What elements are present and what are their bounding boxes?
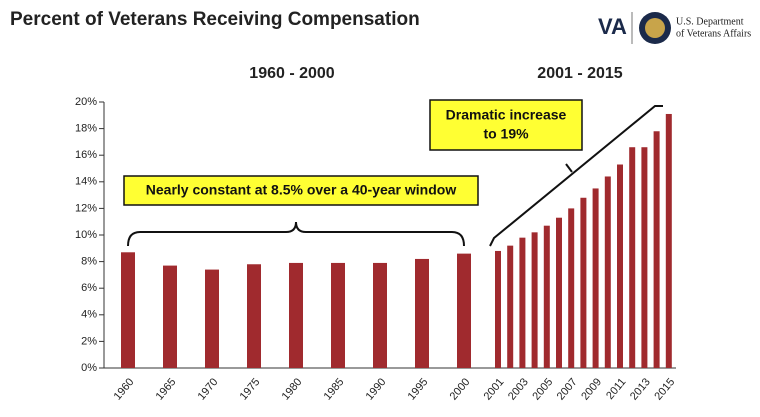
bar bbox=[457, 253, 471, 368]
annotation-box bbox=[429, 99, 583, 151]
x-tick-label: 2000 bbox=[448, 376, 473, 402]
bar bbox=[205, 269, 219, 368]
bar bbox=[629, 147, 636, 368]
x-tick-label: 1990 bbox=[364, 376, 389, 402]
x-tick-label: 1970 bbox=[196, 376, 221, 402]
period-label: 2001 - 2015 bbox=[537, 65, 623, 82]
period-label: 1960 - 2000 bbox=[249, 65, 335, 82]
logo-abbr: VA bbox=[598, 14, 627, 39]
bracket bbox=[489, 105, 663, 247]
y-tick-label: 2% bbox=[81, 335, 97, 347]
x-tick-label: 1975 bbox=[238, 376, 263, 402]
y-tick-label: 6% bbox=[81, 282, 97, 294]
x-tick-label: 1995 bbox=[406, 376, 431, 402]
logo-line: U.S. Department bbox=[676, 16, 744, 27]
y-tick-label: 18% bbox=[75, 123, 97, 135]
y-tick-label: 20% bbox=[75, 96, 97, 108]
bar bbox=[592, 188, 599, 368]
bar bbox=[556, 217, 562, 368]
x-tick-label: 1985 bbox=[322, 376, 347, 402]
bar bbox=[373, 262, 387, 368]
y-tick-label: 4% bbox=[81, 309, 97, 321]
x-tick-label: 2003 bbox=[506, 376, 531, 402]
y-tick-label: 16% bbox=[75, 149, 97, 161]
annotation: Nearly constant at 8.5% over a 40-year w… bbox=[146, 182, 457, 198]
x-tick-label: 2005 bbox=[530, 376, 555, 402]
y-tick-label: 0% bbox=[81, 362, 97, 374]
bar bbox=[604, 176, 611, 368]
bar bbox=[247, 264, 261, 368]
y-tick-label: 12% bbox=[75, 202, 97, 214]
bar bbox=[568, 208, 575, 368]
bar bbox=[543, 225, 550, 368]
bar bbox=[121, 252, 135, 368]
logo-line: of Veterans Affairs bbox=[676, 28, 751, 39]
bar bbox=[580, 197, 587, 368]
bar bbox=[531, 232, 538, 368]
y-tick-label: 14% bbox=[75, 176, 97, 188]
x-tick-label: 2011 bbox=[604, 376, 628, 402]
bracket bbox=[127, 221, 465, 247]
bar bbox=[495, 250, 501, 368]
bar bbox=[665, 113, 672, 368]
bar bbox=[415, 258, 429, 368]
x-tick-label: 1965 bbox=[154, 376, 179, 402]
x-tick-label: 1960 bbox=[112, 376, 137, 402]
x-tick-label: 2015 bbox=[652, 376, 677, 402]
bar bbox=[289, 262, 303, 368]
bar bbox=[507, 245, 514, 368]
x-tick-label: 2007 bbox=[555, 376, 580, 402]
logo-seal-inner bbox=[645, 18, 665, 38]
annotation: Dramatic increase bbox=[446, 107, 567, 123]
y-tick-label: 10% bbox=[75, 229, 97, 241]
bar bbox=[331, 262, 345, 368]
y-tick-label: 8% bbox=[81, 256, 97, 268]
bar bbox=[519, 237, 526, 368]
bar bbox=[163, 265, 177, 368]
x-tick-label: 2001 bbox=[482, 376, 507, 402]
bar bbox=[653, 131, 660, 368]
x-tick-label: 1980 bbox=[280, 376, 305, 402]
x-tick-label: 2009 bbox=[579, 376, 604, 402]
annotation: to 19% bbox=[483, 126, 529, 142]
bar bbox=[617, 164, 623, 368]
bar bbox=[641, 147, 648, 368]
annotation-box bbox=[123, 175, 479, 206]
chart-title: Percent of Veterans Receiving Compensati… bbox=[10, 9, 420, 30]
x-tick-label: 2013 bbox=[628, 376, 653, 402]
